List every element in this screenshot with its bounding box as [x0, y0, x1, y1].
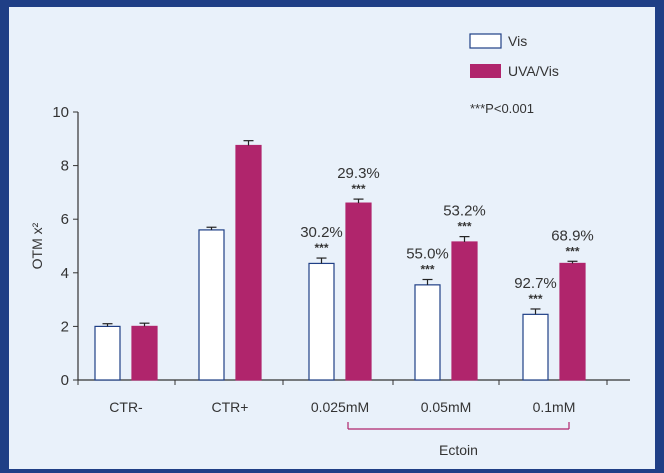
bar-vis [198, 229, 225, 381]
p-value-note: ***P<0.001 [470, 101, 534, 116]
percent-label: 55.0% [406, 246, 449, 263]
significance-label: *** [351, 182, 365, 196]
y-axis-label: OTM x² [29, 222, 45, 269]
group-label: Ectoin [439, 442, 478, 458]
bar-uva-vis [345, 202, 372, 381]
legend-swatch-vis [469, 33, 502, 49]
percent-label: 92.7% [514, 275, 557, 292]
legend-swatch-uva-vis [470, 64, 501, 78]
significance-label: *** [314, 241, 328, 255]
legend-label-vis: Vis [508, 33, 527, 49]
y-tick-label: 2 [61, 318, 69, 335]
significance-label: *** [420, 263, 434, 277]
bar-vis [308, 262, 335, 381]
significance-label: *** [528, 292, 542, 306]
bar-vis [94, 325, 121, 381]
x-tick-label: CTR+ [212, 399, 249, 415]
bar-chart: 0 2 4 6 8 10 OTM x² CTR- CTR+ 0.025mM 0.05mM 0.1mM *… [29, 33, 630, 458]
percent-label: 68.9% [551, 227, 594, 244]
significance-label: *** [565, 244, 579, 258]
bar-vis [522, 313, 549, 381]
legend-label-uva-vis: UVA/Vis [508, 63, 559, 79]
y-tick-label: 10 [52, 104, 69, 121]
y-tick-label: 6 [61, 211, 69, 228]
y-tick-label: 0 [61, 372, 69, 389]
percent-label: 29.3% [337, 165, 380, 182]
x-tick-label: 0.025mM [311, 399, 369, 415]
bar-uva-vis [131, 325, 158, 381]
x-tick-label: CTR- [109, 399, 143, 415]
significance-label: *** [457, 220, 471, 234]
y-tick-label: 8 [61, 158, 69, 175]
bar-uva-vis [451, 241, 478, 381]
chart-panel: 0 2 4 6 8 10 OTM x² CTR- CTR+ 0.025mM 0.05mM 0.1mM *… [9, 7, 655, 469]
percent-label: 53.2% [443, 203, 486, 220]
percent-label: 30.2% [300, 224, 343, 241]
bar-vis [414, 284, 441, 381]
bar-uva-vis [559, 262, 586, 381]
x-tick-label: 0.1mM [533, 399, 576, 415]
x-tick-label: 0.05mM [421, 399, 472, 415]
y-tick-label: 4 [61, 265, 69, 282]
bar-uva-vis [235, 144, 262, 381]
